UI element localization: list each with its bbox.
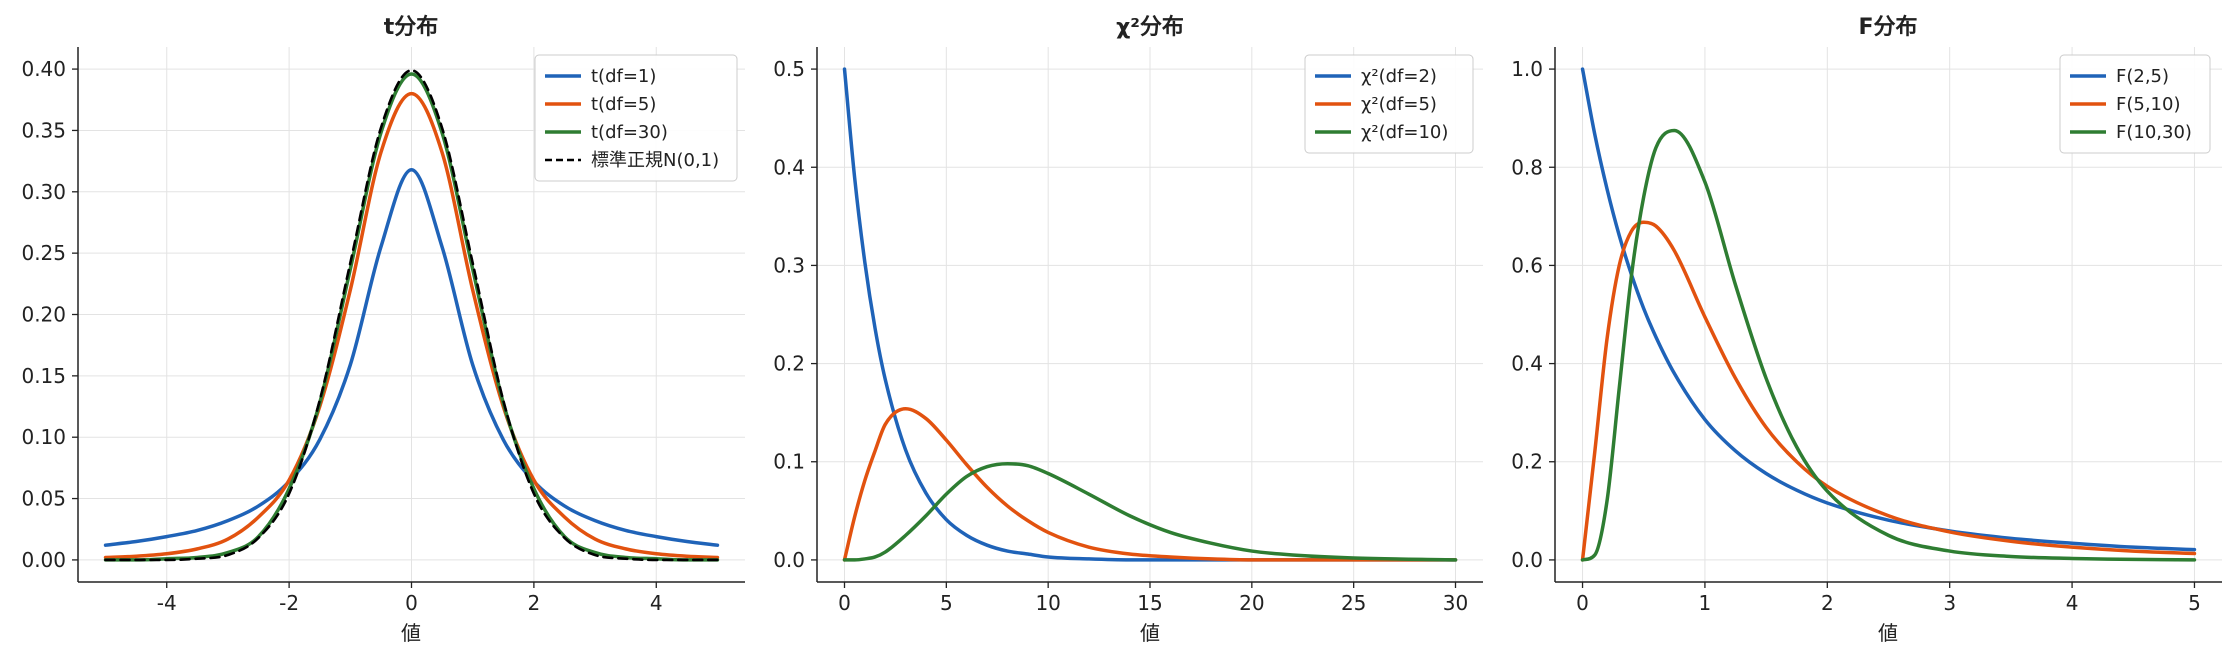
series-line-t-df-5 bbox=[103, 91, 720, 560]
y-tick-label: 0.10 bbox=[21, 425, 66, 449]
y-tick-label: 0.0 bbox=[1511, 548, 1543, 572]
series-line-f-5-10 bbox=[1580, 220, 2197, 562]
legend-label: t(df=5) bbox=[591, 94, 656, 115]
x-tick-label: 2 bbox=[1821, 591, 1834, 615]
x-tick-label: 4 bbox=[2066, 591, 2079, 615]
x-ticks: 0 5 10 15 20 25 30 bbox=[838, 582, 1468, 615]
series-line-n-0-1 bbox=[104, 69, 719, 562]
legend-label: t(df=30) bbox=[591, 122, 668, 143]
y-tick-label: 1.0 bbox=[1511, 57, 1543, 81]
x-tick-label: 0 bbox=[405, 591, 418, 615]
legend-label: χ²(df=2) bbox=[1361, 66, 1437, 87]
plot-lines bbox=[842, 67, 1458, 562]
legend: χ²(df=2) χ²(df=5) χ²(df=10) bbox=[1304, 54, 1474, 154]
y-ticks: 0.0 0.1 0.2 0.3 0.4 0.5 bbox=[773, 57, 817, 572]
series-line-t-df-30 bbox=[103, 72, 720, 562]
y-tick-label: 0.40 bbox=[21, 57, 66, 81]
panel-title: χ²分布 bbox=[1116, 14, 1184, 40]
x-tick-label: 25 bbox=[1341, 591, 1366, 615]
y-tick-label: 0.00 bbox=[21, 548, 66, 572]
series-line-t-df-1 bbox=[103, 167, 720, 547]
y-tick-label: 0.1 bbox=[773, 450, 805, 474]
panel-chi-square-distribution: χ²分布 0 5 10 15 20 25 30 0.0 0.1 0.2 0.3 0.4 0.5 値 χ… bbox=[773, 14, 1483, 645]
x-tick-label: -2 bbox=[279, 591, 299, 615]
legend-label: χ²(df=5) bbox=[1361, 94, 1437, 115]
x-tick-label: 1 bbox=[1699, 591, 1712, 615]
panel-title: t分布 bbox=[384, 14, 439, 40]
legend-label: χ²(df=10) bbox=[1361, 122, 1448, 143]
legend-label: F(5,10) bbox=[2116, 94, 2180, 115]
x-axis-label: 値 bbox=[401, 621, 421, 645]
series-line-df-5 bbox=[842, 406, 1458, 562]
legend: t(df=1) t(df=5) t(df=30) 標準正規N(0,1) bbox=[534, 54, 738, 182]
legend-box bbox=[534, 54, 738, 182]
y-tick-label: 0.4 bbox=[1511, 352, 1543, 376]
x-tick-label: 3 bbox=[1943, 591, 1956, 615]
x-tick-label: 0 bbox=[1576, 591, 1589, 615]
y-tick-label: 0.4 bbox=[773, 155, 805, 179]
x-tick-label: 5 bbox=[940, 591, 953, 615]
y-tick-label: 0.3 bbox=[773, 253, 805, 277]
y-tick-label: 0.15 bbox=[21, 364, 66, 388]
x-axis-label: 値 bbox=[1140, 621, 1160, 645]
y-ticks: 0.00 0.05 0.10 0.15 0.20 0.25 0.30 0.35 0.40 bbox=[21, 57, 78, 572]
panel-t-distribution: t分布 -4 -2 0 2 4 0.00 0.05 0.10 0.15 0.20 0.25 0.30… bbox=[21, 14, 745, 645]
x-tick-label: 2 bbox=[528, 591, 541, 615]
x-tick-label: 20 bbox=[1239, 591, 1264, 615]
x-tick-label: 0 bbox=[838, 591, 851, 615]
legend-box bbox=[2059, 54, 2211, 154]
x-tick-label: 15 bbox=[1137, 591, 1162, 615]
plot-lines bbox=[103, 69, 720, 562]
x-tick-label: 5 bbox=[2188, 591, 2201, 615]
series-line-f-10-30 bbox=[1580, 128, 2197, 562]
series-line-f-2-5 bbox=[1580, 67, 2197, 552]
y-tick-label: 0.20 bbox=[21, 303, 66, 327]
y-tick-label: 0.05 bbox=[21, 487, 66, 511]
plot-lines bbox=[1580, 67, 2197, 562]
x-axis-label: 値 bbox=[1878, 621, 1898, 645]
x-ticks: 0 1 2 3 4 5 bbox=[1576, 582, 2201, 615]
x-ticks: -4 -2 0 2 4 bbox=[157, 582, 663, 615]
x-tick-label: 30 bbox=[1443, 591, 1468, 615]
y-tick-label: 0.2 bbox=[773, 352, 805, 376]
y-ticks: 0.0 0.2 0.4 0.6 0.8 1.0 bbox=[1511, 57, 1555, 572]
legend: F(2,5) F(5,10) F(10,30) bbox=[2059, 54, 2211, 154]
legend-label: t(df=1) bbox=[591, 66, 656, 87]
panel-title: F分布 bbox=[1858, 14, 1917, 40]
legend-box bbox=[1304, 54, 1474, 154]
x-tick-label: 10 bbox=[1035, 591, 1060, 615]
y-tick-label: 0.30 bbox=[21, 180, 66, 204]
x-tick-label: -4 bbox=[157, 591, 177, 615]
y-tick-label: 0.6 bbox=[1511, 253, 1543, 277]
y-tick-label: 0.2 bbox=[1511, 450, 1543, 474]
y-tick-label: 0.5 bbox=[773, 57, 805, 81]
y-tick-label: 0.0 bbox=[773, 548, 805, 572]
legend-label: 標準正規N(0,1) bbox=[591, 150, 719, 171]
series-line-df-10 bbox=[842, 461, 1458, 562]
y-tick-label: 0.35 bbox=[21, 118, 66, 142]
x-tick-label: 4 bbox=[650, 591, 663, 615]
y-tick-label: 0.8 bbox=[1511, 155, 1543, 179]
legend-label: F(10,30) bbox=[2116, 122, 2192, 143]
y-tick-label: 0.25 bbox=[21, 241, 66, 265]
legend-label: F(2,5) bbox=[2116, 66, 2169, 87]
